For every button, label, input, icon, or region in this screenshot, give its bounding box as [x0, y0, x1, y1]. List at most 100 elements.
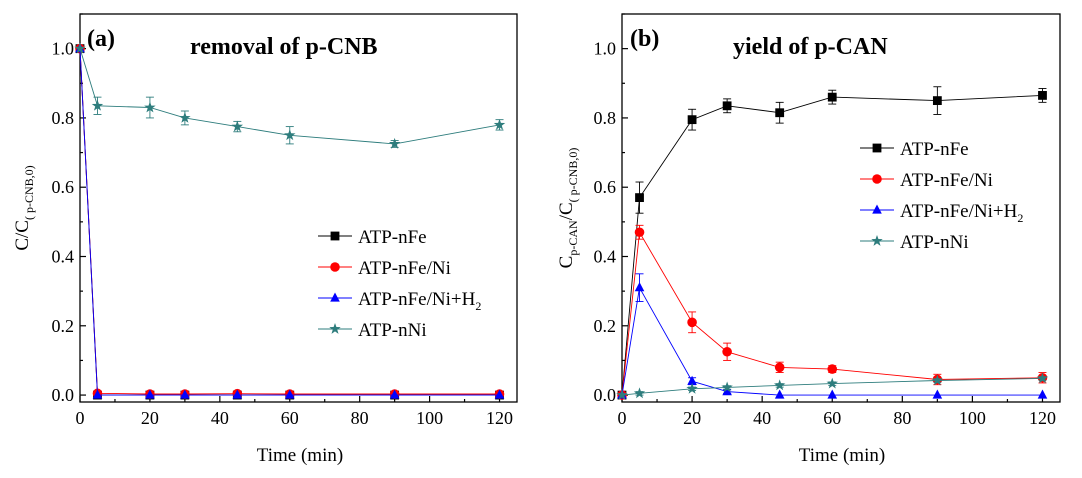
panel-a-series-1	[75, 43, 505, 399]
panel-b-series-line	[621, 377, 1043, 396]
panel-a-plot-frame	[79, 13, 518, 403]
panel-a-data-point	[145, 389, 155, 399]
panel-b-x-tick-label: 0	[618, 408, 627, 428]
panel-b-x-axis-title: Time (min)	[799, 445, 885, 466]
panel-b-y-tick-label: 0.4	[594, 247, 617, 267]
panel-a-legend-item: ATP-nFe/Ni	[318, 258, 451, 279]
panel-b-data-point	[687, 115, 697, 125]
panel-b-data-point	[827, 92, 837, 102]
panel-a-x-tick-label: 120	[486, 408, 513, 428]
panel-a-y-axis-main: C/C	[12, 220, 33, 251]
panel-b-x-tick-label: 100	[959, 408, 986, 428]
panel-b-data-point	[722, 101, 732, 111]
panel-a-legend-item: ATP-nNi	[318, 320, 427, 341]
panel-a-data-point	[494, 389, 505, 399]
panel-a-y-tick-label: 0.2	[52, 316, 75, 336]
panel-b-y-axis-main: C	[556, 256, 577, 269]
panel-a-legend-label: ATP-nFe/Ni+H2	[358, 289, 481, 313]
panel-a-data-point	[74, 42, 86, 54]
panel-a-x-tick-label: 20	[141, 408, 159, 428]
panel-a-data-point	[231, 120, 244, 132]
panel-b-legend-marker	[872, 174, 882, 184]
panel-a-data-point	[180, 389, 190, 399]
panel-b-y-tick-label: 1.0	[594, 39, 617, 59]
panel-a-x-tick-label: 100	[416, 408, 443, 428]
panel-a-series-2	[75, 43, 505, 399]
panel-b-legend-marker	[872, 204, 882, 214]
panel-a-y-tick-label: 1.0	[52, 39, 75, 59]
panel-b-y-tick-label: 0.6	[594, 177, 617, 197]
panel-a-y-tick-label: 0.0	[52, 385, 75, 405]
panel-b-data-point	[827, 364, 838, 374]
panel-b-y-axis-mid: /C	[556, 202, 577, 220]
panel-a-y-axis-sub: ( p-CNB,0)	[22, 165, 36, 220]
panel-b-data-point	[827, 389, 838, 399]
panel-b-data-point	[1036, 372, 1049, 384]
panel-a-data-point	[92, 389, 103, 399]
panel-b-plot-frame	[621, 13, 1061, 403]
panel-a-series-line	[79, 48, 500, 396]
panel-a-x-axis-title: Time (min)	[257, 445, 343, 466]
panel-b-data-point	[931, 374, 944, 386]
panel-a-series-0	[75, 44, 504, 400]
panel-b-data-point	[686, 382, 698, 394]
panel-b-yield-chart: (b) yield of p-CAN 0 20 40 60 80 100 120 0.0 0.2…	[556, 13, 1061, 466]
panel-b-legend-label: ATP-nFe	[900, 139, 969, 160]
panel-a-series-3	[74, 42, 506, 149]
panel-a-x-tick-label: 60	[281, 408, 299, 428]
panel-b-x-tick-label: 60	[823, 408, 841, 428]
panel-b-label: (b)	[630, 26, 659, 52]
panel-a-legend-marker	[330, 292, 340, 302]
panel-b-legend-label: ATP-nNi	[900, 232, 969, 253]
panel-a-data-point	[284, 129, 296, 141]
panel-a-removal-chart: (a) removal of p-CNB 0 20 40 60 80 100 1200.00…	[12, 13, 518, 466]
panel-a-legend-label: ATP-nFe	[358, 227, 427, 248]
panel-b-data-point	[1037, 389, 1048, 399]
panel-b-title: yield of p-CAN	[733, 34, 888, 60]
panel-a-legend-marker	[330, 262, 340, 272]
panel-b-series-line	[621, 286, 1043, 396]
panel-a-data-point	[91, 99, 104, 111]
panel-b-data-point	[721, 381, 733, 393]
panel-b-data-point	[826, 377, 838, 389]
panel-b-data-point	[722, 386, 732, 396]
panel-a-y-tick-label: 0.4	[52, 247, 75, 267]
panel-b-data-point	[1038, 91, 1047, 100]
panel-b-data-point	[687, 317, 697, 328]
panel-a-legend-label: ATP-nFe/Ni	[358, 258, 451, 279]
panel-a-data-point	[284, 389, 295, 399]
panel-a-legend-marker	[330, 231, 340, 241]
panel-b-series-1	[617, 224, 1048, 400]
panel-b-data-point	[774, 389, 785, 399]
panel-a-series	[74, 42, 506, 400]
panel-b-data-point	[634, 227, 645, 238]
panel-a-data-point	[388, 137, 401, 149]
panel-a-title: removal of p-CNB	[190, 34, 378, 60]
panel-a-data-point	[389, 389, 400, 399]
panel-b-x-tick-label: 120	[1029, 408, 1056, 428]
panel-a-legend: ATP-nFe ATP-nFe/Ni ATP-nFe/Ni+H2 ATP-nNi	[318, 227, 481, 341]
panel-b-data-point	[616, 389, 628, 400]
panel-b-data-point	[687, 375, 697, 385]
panel-b-y-tick-label: 0.0	[594, 385, 617, 405]
panel-b-data-point	[932, 96, 942, 106]
panel-a-data-point	[179, 111, 191, 123]
panel-a-data-point	[232, 389, 243, 399]
panel-a-y-axis-title: C/C( p-CNB,0)	[12, 165, 36, 250]
panel-a-legend-item: ATP-nFe/Ni+H2	[318, 289, 481, 313]
panel-b-data-point	[722, 346, 732, 357]
panel-a-legend-label: ATP-nNi	[358, 320, 427, 341]
panel-b-x-tick-label: 80	[893, 408, 911, 428]
panel-b-data-point	[775, 108, 785, 118]
panel-b-legend-item: ATP-nFe/Ni	[860, 170, 993, 191]
panel-b-y-axis-sub2: ( p-CNB,0)	[566, 148, 580, 203]
panel-a-series-line	[79, 48, 500, 395]
panel-b-series-line	[621, 94, 1043, 396]
panel-a-x-tick-label: 40	[211, 408, 229, 428]
panel-b-series-0	[617, 86, 1047, 400]
panel-b-ticks: 0 20 40 60 80 100 120 0.0 0.2 0.4 0.6 0.8 1.0	[594, 13, 1056, 428]
panel-b-x-tick-label: 40	[753, 408, 771, 428]
panel-a-ticks: 0 20 40 60 80 100 120 0.0 0.2 0.4 0.6 0.8 1.0	[52, 13, 513, 428]
panel-b-x-tick-label: 20	[683, 408, 701, 428]
panel-b-series-line	[621, 230, 1043, 396]
